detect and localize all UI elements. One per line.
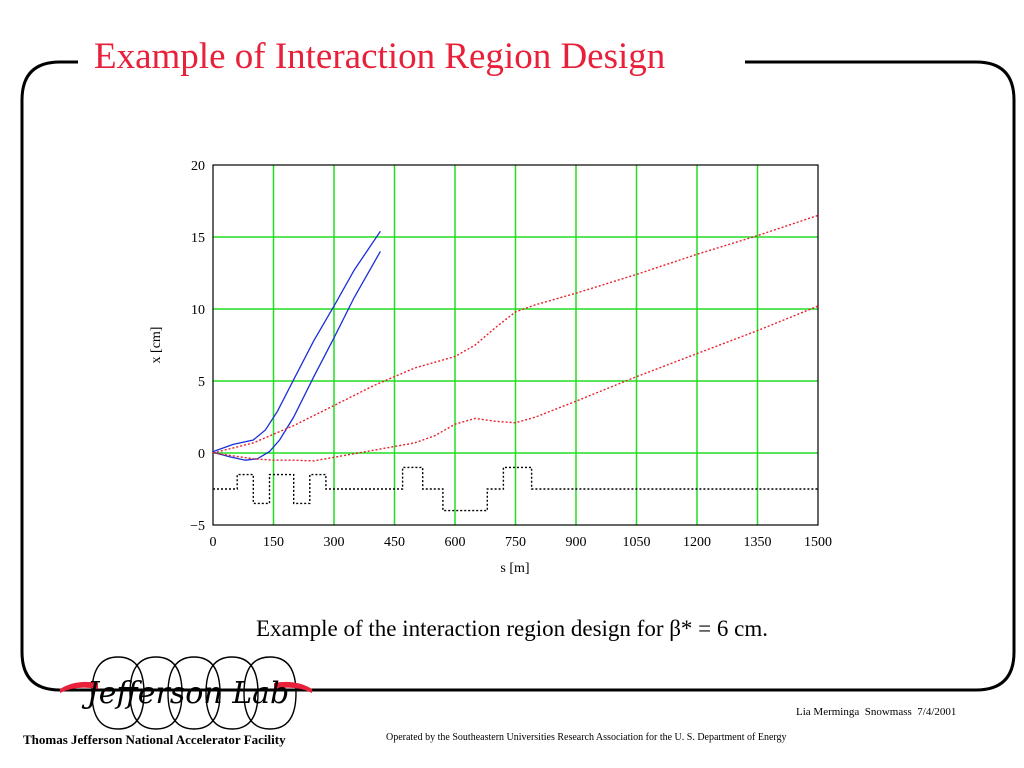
y-tick-label: 10 (191, 303, 205, 318)
grid-lines (213, 165, 818, 525)
x-tick-label: 150 (263, 535, 284, 550)
x-tick-label: 1200 (683, 535, 711, 550)
series-group (212, 214, 819, 512)
slide-title: Example of Interaction Region Design (94, 36, 666, 77)
x-tick-label: 600 (445, 535, 466, 550)
plot-frame (212, 164, 819, 526)
series-line-3 (212, 214, 819, 454)
frame-border (20, 60, 1016, 692)
y-tick-label: 5 (198, 375, 205, 390)
x-axis-label: s [m] (500, 561, 529, 576)
y-tick-label: 20 (191, 159, 205, 174)
y-tick-label: 0 (198, 447, 205, 462)
series-line-4 (212, 305, 819, 462)
author-date-note: Lia Merminga Snowmass 7/4/2001 (796, 706, 957, 718)
series-line-1 (212, 230, 381, 453)
logo-wordmark: Jefferson Lab (81, 676, 289, 711)
x-tick-label: 1350 (744, 535, 772, 550)
facility-name: Thomas Jefferson National Accelerator Fa… (23, 732, 286, 747)
x-tick-label: 900 (566, 535, 587, 550)
x-tick-label: 1500 (804, 535, 832, 550)
x-tick-label: 450 (384, 535, 405, 550)
x-tick-label: 0 (210, 535, 217, 550)
y-tick-label: 15 (191, 231, 205, 246)
x-tick-label: 750 (505, 535, 526, 550)
figure-caption: Example of the interaction region design… (256, 616, 768, 641)
x-tick-label: 300 (324, 535, 345, 550)
y-axis-label: x [cm] (149, 327, 164, 364)
operated-by-note: Operated by the Southeastern Universitie… (386, 732, 787, 743)
tick-labels: 0 150 300 450 600 750 900 1050 1200 1350 1500 −5 0 5 1… (190, 159, 832, 550)
series-line-2 (212, 251, 381, 461)
x-tick-label: 1050 (623, 535, 651, 550)
jefferson-lab-logo: Jefferson Lab (60, 656, 312, 730)
y-tick-label: −5 (190, 519, 205, 534)
